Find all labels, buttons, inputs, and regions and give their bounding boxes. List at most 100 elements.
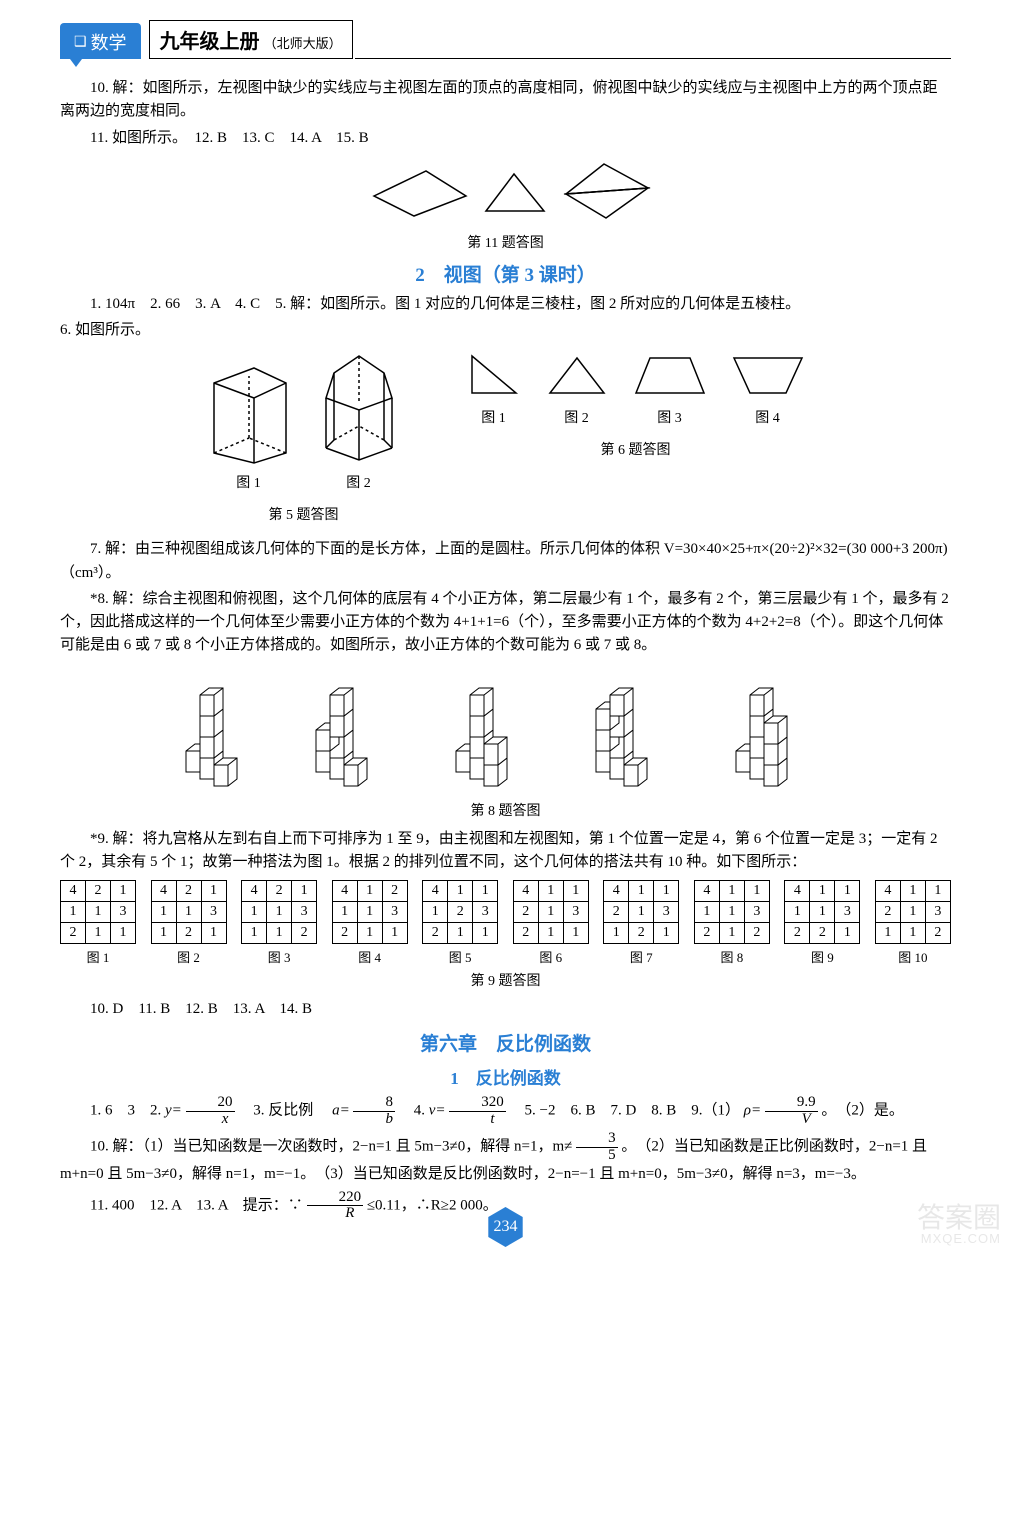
ch6-title: 第六章 反比例函数 (60, 1029, 951, 1056)
grid-label: 图 6 (513, 947, 589, 966)
fig11-shapes (356, 156, 656, 226)
fig8-row (60, 664, 951, 794)
grid-cell: 3 (563, 902, 588, 923)
fig11-row (60, 156, 951, 226)
grid-cell: 2 (382, 881, 407, 902)
q10-text: 10. 解：如图所示，左视图中缺少的实线应与主视图左面的顶点的高度相同，俯视图中… (60, 77, 951, 124)
grid-cell: 4 (875, 881, 900, 902)
fig6-group: 图 1 图 2 图 3 图 4 第 6 题答图 (464, 348, 808, 467)
grids-row: 421113211图 1421113121图 2421113112图 34121… (60, 880, 951, 966)
fig6-caption: 第 6 题答图 (464, 439, 808, 459)
grid3-table: 411213112 (875, 880, 951, 944)
ch6-line1: 1. 6 3 2. y= 20x 3. 反比例 a= 8b 4. v= 320t… (60, 1095, 951, 1128)
grid-label: 图 9 (784, 947, 860, 966)
grid-cell: 1 (719, 902, 744, 923)
frac-3-5: 35 (576, 1131, 618, 1164)
grid-label: 图 10 (875, 947, 951, 966)
grid-cell: 2 (86, 881, 111, 902)
watermark-main: 答案圈 (917, 1204, 1001, 1232)
grid-cell: 2 (176, 881, 201, 902)
grid-cell: 1 (473, 881, 498, 902)
fig5-group: 图 1 (204, 348, 404, 532)
grid-cell: 1 (563, 881, 588, 902)
grid-cell: 2 (423, 923, 448, 944)
grid-label: 图 3 (241, 947, 317, 966)
grid-label: 图 1 (60, 947, 136, 966)
fig8-caption: 第 8 题答图 (60, 800, 951, 820)
fig5-shape2 (314, 348, 404, 468)
grid-cell: 1 (267, 923, 292, 944)
grid-cell: 1 (448, 923, 473, 944)
grid-cell: 1 (900, 923, 925, 944)
grid-cell: 1 (785, 902, 810, 923)
ch6-a: a= (332, 1103, 350, 1119)
grid-cell: 1 (201, 923, 226, 944)
grid-cell: 1 (538, 902, 563, 923)
grid-cell: 1 (242, 902, 267, 923)
grid-cell: 2 (875, 902, 900, 923)
fig6-l4: 图 4 (728, 407, 808, 427)
s2-line1a: 1. 104π 2. 66 3. A 4. C 5. 解：如图所示。图 1 对应… (60, 293, 951, 316)
fig6-shape3 (630, 348, 710, 403)
grid-cell: 1 (925, 881, 950, 902)
grid-block: 412113211图 4 (332, 880, 408, 966)
grid-cell: 3 (473, 902, 498, 923)
frac-20-x: 20x (186, 1095, 235, 1128)
ch6-p11-b: ≤0.11，∴R≥2 000。 (367, 1197, 498, 1213)
fig11-caption: 第 11 题答图 (60, 232, 951, 252)
grid-block: 421113211图 1 (60, 880, 136, 966)
grid-cell: 1 (86, 902, 111, 923)
grid-cell: 2 (604, 902, 629, 923)
grid-cell: 1 (61, 902, 86, 923)
grid-cell: 1 (86, 923, 111, 944)
grid-cell: 1 (111, 881, 136, 902)
grid-cell: 1 (176, 902, 201, 923)
grid-cell: 1 (694, 902, 719, 923)
grid-cell: 1 (835, 923, 860, 944)
grid-cell: 3 (654, 902, 679, 923)
grid3-table: 411113221 (784, 880, 860, 944)
s2-q10-14: 10. D 11. B 12. B 13. A 14. B (60, 998, 951, 1021)
grid-cell: 1 (151, 902, 176, 923)
grid-cell: 1 (357, 923, 382, 944)
grid-cell: 2 (744, 923, 769, 944)
grid-cell: 1 (654, 881, 679, 902)
ch6-v: v= (429, 1103, 446, 1119)
grid-block: 411213112 图 10 (875, 880, 951, 966)
grid-cell: 3 (111, 902, 136, 923)
grid-cell: 1 (654, 923, 679, 944)
s2-q7: 7. 解：由三种视图组成该几何体的下面的是长方体，上面的是圆柱。所示几何体的体积… (60, 538, 951, 585)
grid-cell: 1 (563, 923, 588, 944)
fig5-shape1 (204, 358, 294, 468)
ch6-l1-b: 3. 反比例 (238, 1103, 328, 1119)
grid-cell: 2 (925, 923, 950, 944)
header-rule (355, 30, 951, 59)
grid-cell: 1 (111, 923, 136, 944)
grid-cell: 4 (604, 881, 629, 902)
grid-cell: 1 (900, 902, 925, 923)
grid-cell: 1 (629, 881, 654, 902)
grid-cell: 2 (694, 923, 719, 944)
ch6-l1-c: 4. (399, 1103, 429, 1119)
grid-cell: 2 (332, 923, 357, 944)
grid-cell: 4 (242, 881, 267, 902)
grid-cell: 1 (423, 902, 448, 923)
grid-cell: 1 (357, 902, 382, 923)
grid-cell: 3 (744, 902, 769, 923)
grid-cell: 4 (151, 881, 176, 902)
s2-q9: *9. 解：将九宫格从左到右自上而下可排序为 1 至 9，由主视图和左视图知，第… (60, 828, 951, 875)
grid-cell: 1 (538, 881, 563, 902)
grid-cell: 1 (604, 923, 629, 944)
grid-label: 图 4 (332, 947, 408, 966)
grid-cell: 1 (382, 923, 407, 944)
fig9-caption: 第 9 题答图 (60, 970, 951, 990)
fig6-l3: 图 3 (630, 407, 710, 427)
frac-8-b: 8b (353, 1095, 395, 1128)
grid-block: 421113112图 3 (241, 880, 317, 966)
grid-cell: 2 (176, 923, 201, 944)
grade-label: 九年级上册 (160, 25, 260, 54)
grid-block: 411113221图 9 (784, 880, 860, 966)
grid-cell: 1 (835, 881, 860, 902)
grid-cell: 4 (61, 881, 86, 902)
grid-cell: 2 (810, 923, 835, 944)
